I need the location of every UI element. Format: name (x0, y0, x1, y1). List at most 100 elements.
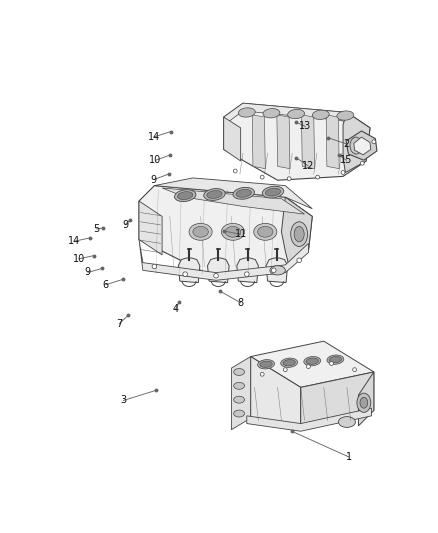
Text: 10: 10 (73, 254, 85, 264)
Ellipse shape (283, 360, 295, 366)
Polygon shape (139, 185, 312, 278)
Polygon shape (326, 115, 339, 168)
Circle shape (316, 175, 320, 179)
Polygon shape (301, 372, 374, 426)
Ellipse shape (177, 192, 193, 199)
Ellipse shape (260, 361, 272, 367)
Ellipse shape (189, 223, 212, 240)
Polygon shape (358, 372, 374, 426)
Ellipse shape (262, 186, 284, 198)
Polygon shape (247, 408, 371, 431)
Text: 4: 4 (173, 304, 179, 314)
Ellipse shape (304, 357, 321, 366)
Polygon shape (277, 115, 290, 168)
Ellipse shape (221, 223, 244, 240)
Circle shape (260, 373, 264, 376)
Ellipse shape (207, 190, 222, 198)
Polygon shape (343, 112, 370, 173)
Polygon shape (139, 201, 162, 255)
Ellipse shape (306, 358, 318, 364)
Ellipse shape (174, 190, 196, 201)
Ellipse shape (258, 360, 275, 369)
Polygon shape (162, 188, 304, 214)
Circle shape (183, 272, 187, 277)
Ellipse shape (254, 223, 277, 240)
Ellipse shape (360, 398, 367, 408)
Ellipse shape (265, 188, 281, 196)
Ellipse shape (258, 227, 273, 237)
Text: 9: 9 (85, 268, 91, 278)
Polygon shape (231, 357, 251, 430)
Ellipse shape (270, 265, 285, 275)
Ellipse shape (294, 227, 304, 242)
Ellipse shape (327, 355, 344, 364)
Text: 9: 9 (151, 175, 157, 185)
Ellipse shape (357, 393, 371, 413)
Circle shape (287, 177, 291, 181)
Ellipse shape (350, 137, 362, 154)
Ellipse shape (234, 396, 244, 403)
Ellipse shape (204, 189, 225, 200)
Circle shape (341, 171, 345, 174)
Ellipse shape (329, 357, 342, 363)
Text: 7: 7 (116, 319, 122, 329)
Ellipse shape (281, 358, 297, 367)
Polygon shape (252, 115, 265, 168)
Text: 14: 14 (148, 132, 160, 142)
Text: 9: 9 (122, 220, 128, 230)
Circle shape (307, 365, 311, 368)
Polygon shape (282, 197, 312, 266)
Text: 8: 8 (237, 298, 244, 308)
Circle shape (260, 175, 264, 179)
Circle shape (372, 140, 376, 144)
Circle shape (329, 361, 333, 366)
Circle shape (214, 273, 218, 278)
Text: 15: 15 (340, 156, 353, 165)
Ellipse shape (234, 382, 244, 389)
Circle shape (283, 368, 287, 372)
Text: 3: 3 (120, 395, 126, 406)
Ellipse shape (234, 410, 244, 417)
Ellipse shape (288, 109, 304, 119)
Polygon shape (178, 258, 200, 282)
Polygon shape (301, 115, 314, 168)
Ellipse shape (236, 189, 251, 197)
Polygon shape (346, 131, 377, 160)
Text: 12: 12 (302, 161, 314, 171)
Text: 10: 10 (149, 156, 162, 165)
Circle shape (272, 268, 276, 273)
Circle shape (297, 258, 301, 263)
Ellipse shape (238, 108, 255, 117)
Polygon shape (354, 137, 371, 155)
Text: 13: 13 (299, 122, 311, 131)
Polygon shape (224, 103, 370, 180)
Ellipse shape (233, 188, 254, 199)
Text: 5: 5 (93, 224, 99, 234)
Polygon shape (224, 103, 370, 128)
Ellipse shape (234, 368, 244, 375)
Polygon shape (266, 258, 288, 282)
Ellipse shape (312, 110, 329, 119)
Polygon shape (208, 258, 229, 282)
Polygon shape (155, 178, 312, 209)
Ellipse shape (339, 417, 355, 427)
Text: 1: 1 (346, 452, 352, 462)
Polygon shape (237, 258, 258, 282)
Text: 2: 2 (343, 139, 350, 149)
Circle shape (244, 272, 249, 277)
Text: 14: 14 (68, 236, 81, 246)
Ellipse shape (337, 111, 354, 120)
Polygon shape (139, 239, 308, 280)
Ellipse shape (225, 227, 240, 237)
Ellipse shape (263, 109, 280, 118)
Text: 11: 11 (234, 229, 247, 239)
Polygon shape (224, 117, 240, 161)
Circle shape (152, 264, 157, 269)
Text: 6: 6 (102, 280, 109, 290)
Polygon shape (251, 341, 374, 387)
Polygon shape (251, 357, 301, 426)
Ellipse shape (193, 227, 208, 237)
Circle shape (353, 368, 357, 372)
Ellipse shape (291, 222, 307, 246)
Circle shape (360, 161, 364, 165)
